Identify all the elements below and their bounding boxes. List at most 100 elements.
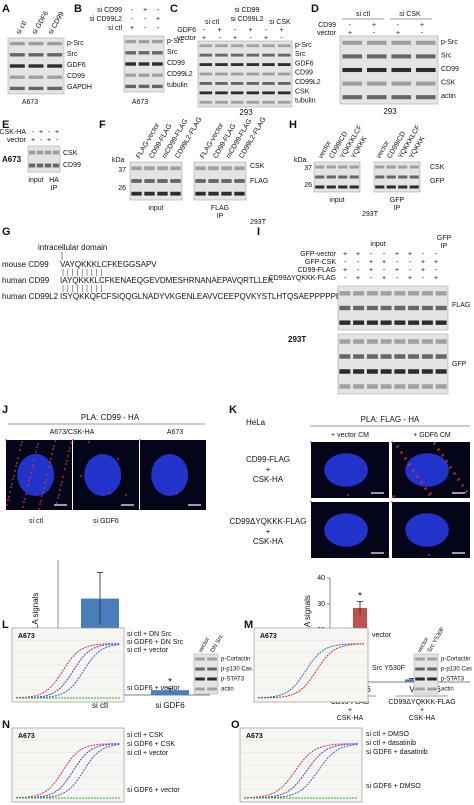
pla-dot: [405, 457, 407, 459]
sign: -: [396, 275, 399, 282]
pla-dot: [9, 491, 11, 493]
sign: -: [435, 267, 438, 274]
significance: *: [358, 591, 362, 602]
blot-band: [277, 91, 291, 95]
blot-band: [421, 305, 433, 311]
blot-band: [366, 354, 378, 359]
pla-dot: [413, 469, 415, 471]
pla-dot: [48, 466, 50, 468]
label: Src: [167, 49, 178, 56]
pla-dot: [39, 503, 41, 505]
growth-curve: [243, 743, 358, 799]
pla-dot: [409, 463, 411, 465]
sign: -: [383, 251, 386, 258]
blot-band: [215, 100, 228, 104]
blot-band: [230, 44, 244, 48]
sign: +: [343, 267, 347, 274]
label: 293T: [362, 211, 379, 218]
blot-band: [28, 86, 44, 91]
blot-band: [47, 64, 63, 68]
blot-band: [415, 81, 436, 86]
label: A673: [22, 99, 38, 106]
pla-dot: [40, 500, 42, 502]
blot-band: [394, 291, 406, 296]
blot-band: [415, 67, 436, 73]
blot-band: [138, 84, 150, 89]
label: si ctl + DN Src: [127, 631, 172, 638]
blot-band: [262, 82, 275, 85]
blot-band: [170, 191, 181, 196]
pla-dot: [80, 475, 82, 477]
blot-band: [339, 320, 351, 325]
blot-band: [421, 369, 433, 374]
blot-band: [315, 185, 325, 189]
label: +: [266, 527, 271, 536]
label: si ctl + CSK: [127, 732, 164, 739]
pla-dot: [393, 495, 395, 497]
sign: -: [144, 16, 147, 23]
blot-band: [230, 100, 244, 104]
label: si ctl: [205, 19, 219, 26]
blot-band: [246, 53, 260, 57]
pla-dot: [27, 485, 29, 487]
blot-band: [394, 320, 406, 325]
blot-band: [375, 185, 385, 189]
label: si ctl: [108, 25, 122, 32]
blot-band: [138, 73, 150, 77]
blot-band: [366, 67, 387, 73]
sign: -: [157, 7, 160, 14]
pla-dot: [428, 554, 430, 556]
sign: +: [217, 27, 221, 34]
blot-band: [380, 320, 392, 325]
label: IP: [441, 243, 448, 250]
blot-band: [408, 291, 420, 296]
pla-dot: [125, 494, 127, 496]
pla-dot: [46, 474, 48, 476]
blot-band: [435, 339, 447, 344]
blot-band: [199, 100, 213, 104]
blot-band: [394, 339, 406, 344]
pla-dot: [36, 446, 38, 448]
x-tick-label: si GDF6: [155, 701, 185, 710]
sign: -: [409, 267, 412, 274]
label: si CD99: [47, 11, 66, 36]
pla-dot: [54, 440, 56, 442]
blot-band: [409, 185, 419, 189]
label: p-STAT3: [441, 677, 465, 683]
sign: -: [131, 16, 134, 23]
pla-dot: [11, 483, 13, 485]
blot-band: [215, 63, 228, 66]
label: si GDF6: [93, 518, 119, 525]
pla-dot: [24, 498, 26, 500]
pla-dot: [310, 441, 312, 443]
blot-band: [408, 354, 420, 359]
blot-band: [339, 291, 351, 296]
blot-band: [353, 339, 365, 344]
label: input: [370, 241, 385, 248]
label: FLAG: [452, 302, 470, 309]
label: A673: [18, 733, 35, 740]
pla-dot: [458, 478, 460, 480]
pla-dot: [57, 497, 59, 499]
pla-dot: [50, 458, 52, 460]
group-label: CSK-HA: [337, 715, 364, 722]
group-label: CD99-FLAG: [331, 699, 370, 706]
blot-band: [427, 687, 437, 691]
blot-band: [427, 667, 437, 671]
panel-letter: A: [2, 3, 10, 15]
sign: +: [356, 251, 360, 258]
blot-band: [386, 165, 396, 169]
pla-dot: [438, 448, 440, 450]
label: intracellular domain: [38, 243, 107, 252]
blot-band: [277, 63, 291, 66]
bar: [151, 690, 189, 695]
blot-band: [415, 687, 425, 691]
y-tick-label: 40: [317, 575, 325, 582]
label: input: [28, 177, 43, 184]
pla-dot: [67, 455, 69, 457]
blot-band: [28, 64, 44, 68]
blot-band: [47, 41, 63, 46]
blot-band: [353, 320, 365, 325]
label: si GDF6 + dasatinib: [366, 749, 428, 756]
